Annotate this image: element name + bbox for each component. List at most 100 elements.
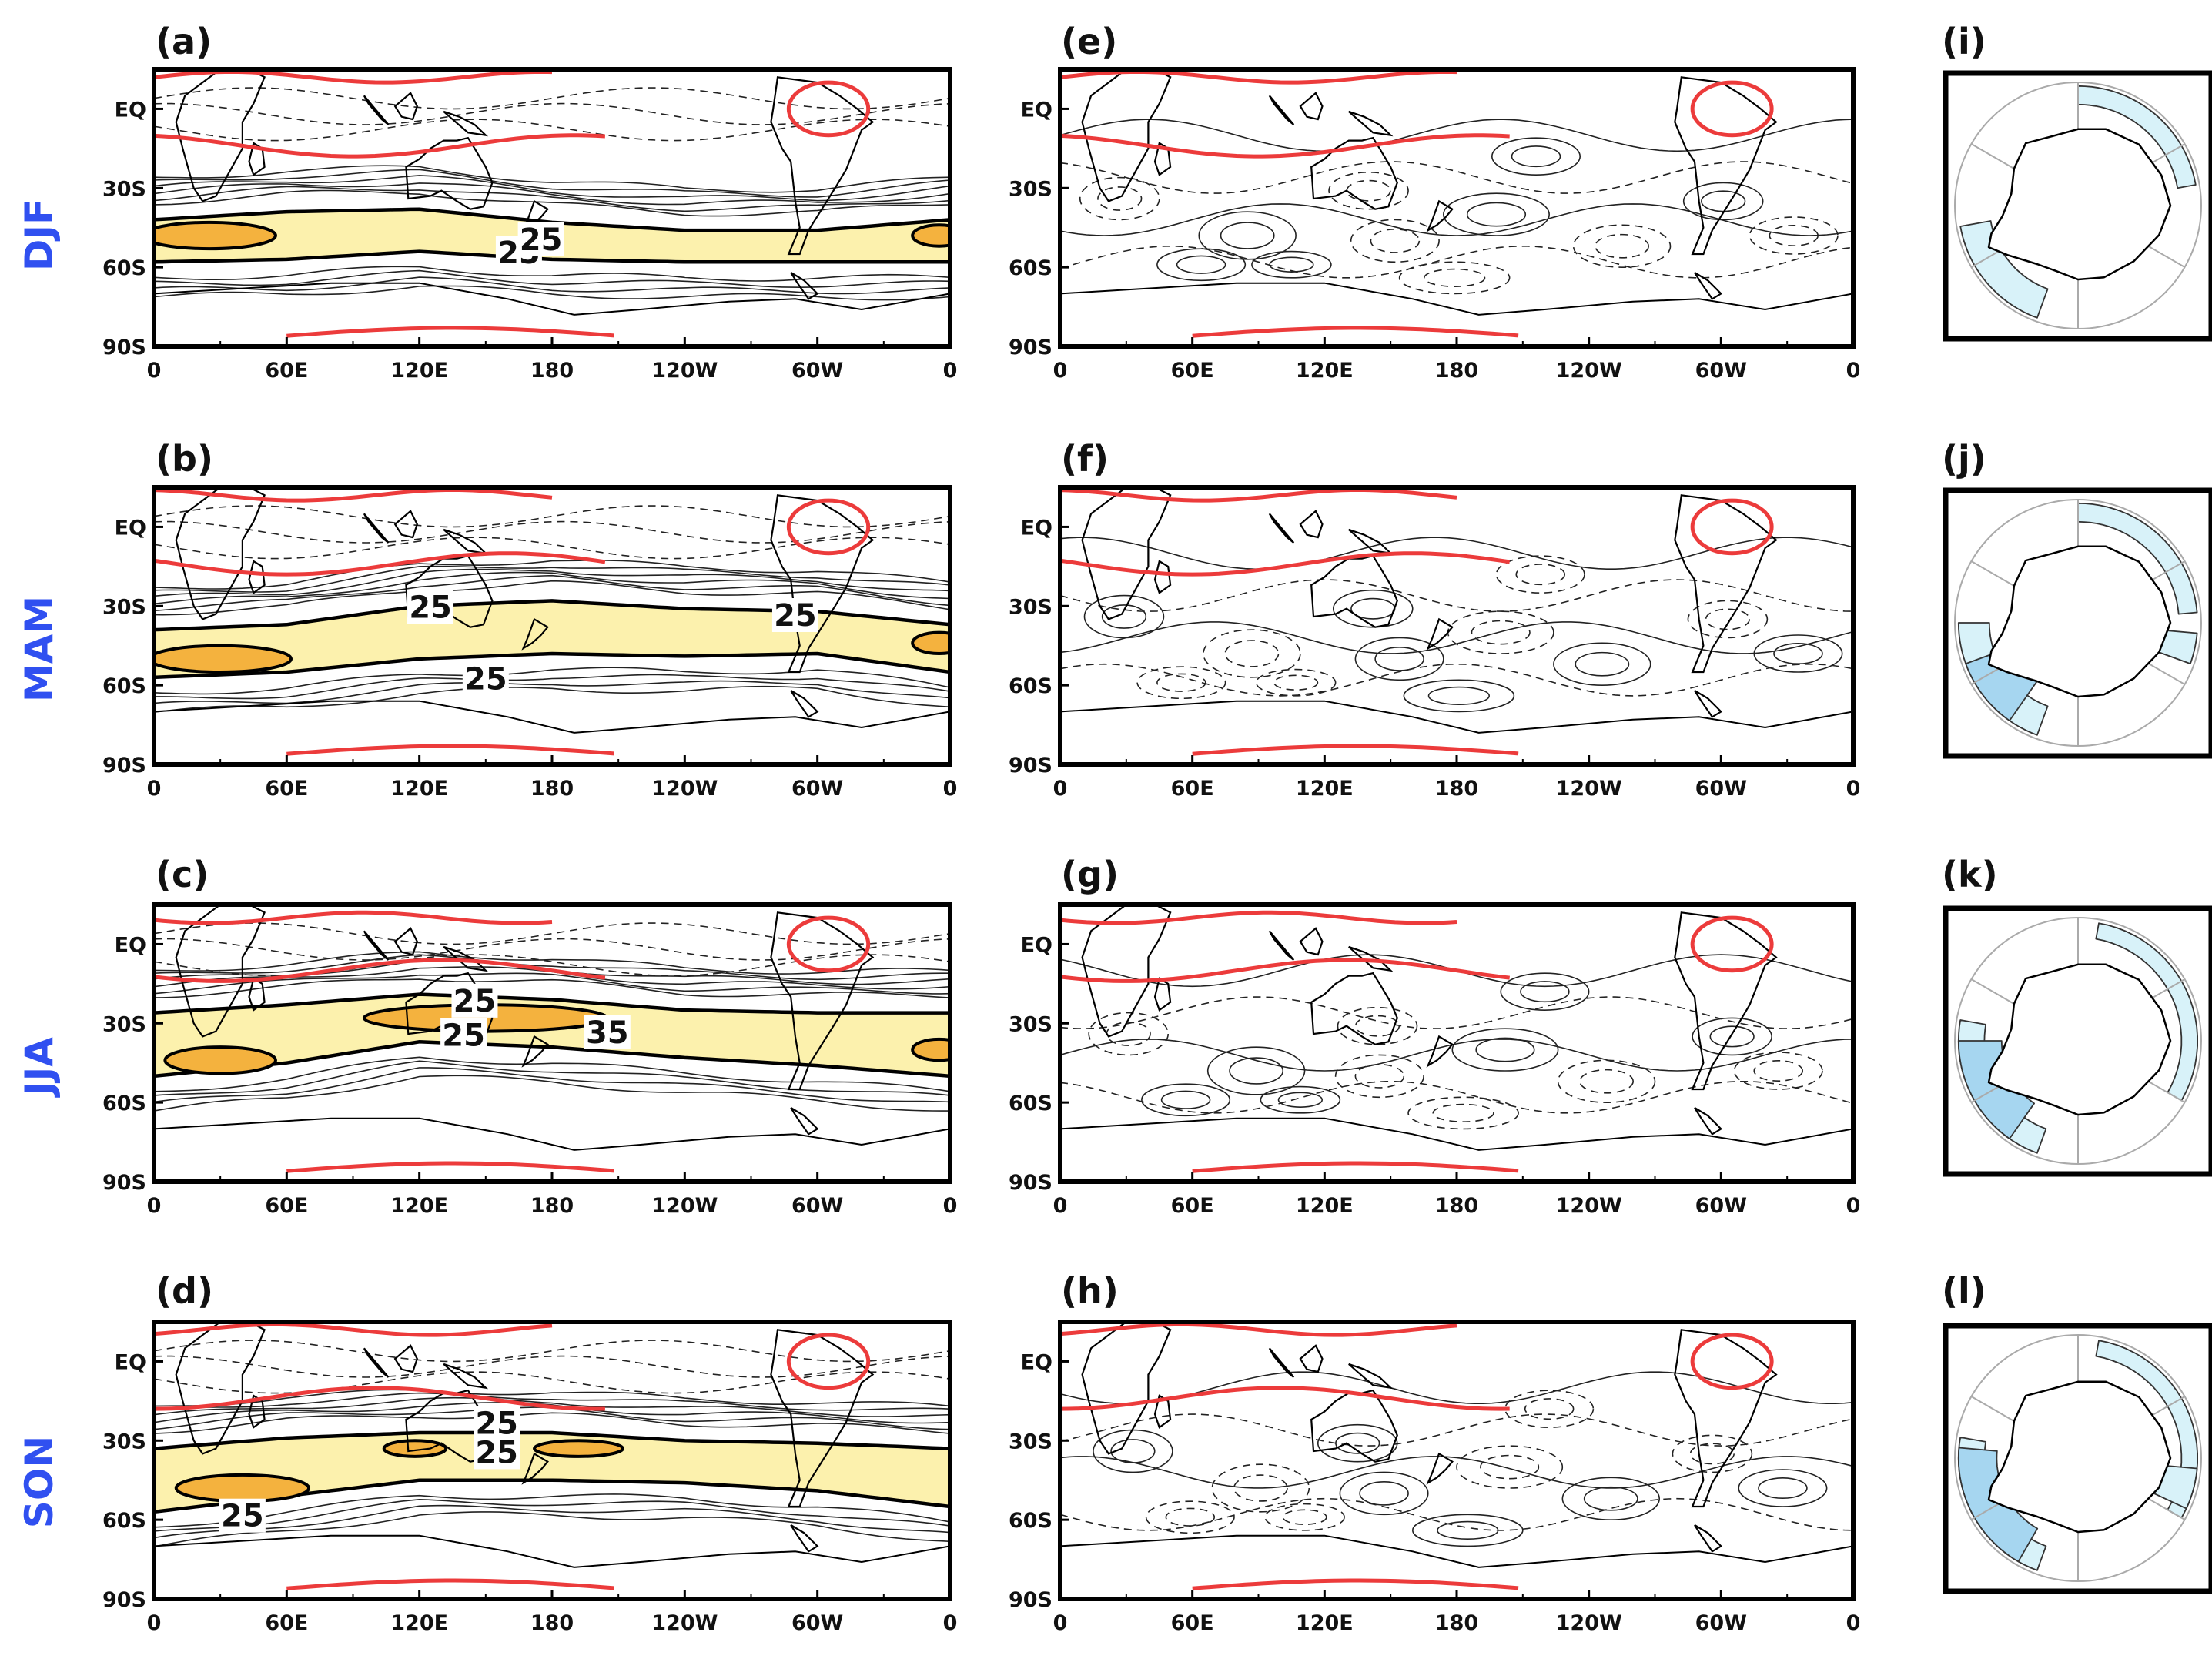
contour-line — [154, 1504, 950, 1539]
contour-label: 25 — [520, 222, 563, 258]
anomaly-contour-negative — [1753, 1060, 1803, 1082]
contour-line — [154, 1396, 950, 1417]
red-contour-south — [1060, 958, 1510, 983]
anomaly-contour-negative — [1398, 261, 1511, 295]
anomaly-contour-negative — [1334, 1054, 1424, 1099]
x-tick-label: 0 — [943, 1194, 958, 1218]
anomaly-contour-negative — [1471, 620, 1531, 645]
anomaly-contour-wave — [1060, 161, 1853, 194]
x-tick-label: 60E — [1171, 359, 1214, 383]
anomaly-contour-negative — [1672, 1434, 1753, 1473]
coastline-samerica — [770, 1329, 875, 1508]
y-tick-label: 60S — [102, 256, 146, 280]
anomaly-contour-wave — [1060, 579, 1853, 612]
x-tick-label: 180 — [530, 1611, 574, 1635]
y-tick-label: 90S — [1009, 1588, 1052, 1612]
anomaly-contour-positive — [1451, 1028, 1559, 1072]
y-tick-label: 30S — [102, 1430, 146, 1453]
red-contour-north — [154, 1322, 553, 1337]
anomaly-contour-negative — [1224, 640, 1280, 667]
axes-g: 0 60E 120E 180 120W 60W 0 EQ 30S 60S 90S — [1009, 933, 1860, 1218]
x-tick-label: 120W — [651, 1611, 718, 1635]
polar-panel-j — [1943, 487, 2212, 759]
axes-b: 0 60E 120E 180 120W 60W 0 EQ 30S 60S 90S — [102, 516, 957, 801]
contour-line — [154, 182, 950, 206]
anomaly-contour-positive — [1773, 643, 1823, 665]
x-tick-label: 60W — [1695, 1611, 1747, 1635]
y-tick-label: 60S — [1009, 674, 1052, 698]
contour-label: 25 — [221, 1499, 264, 1534]
x-tick-label: 120W — [1556, 777, 1622, 801]
x-tick-label: 60E — [265, 1611, 308, 1635]
sea-ice-region-light — [1959, 220, 2049, 319]
x-tick-label: 60W — [791, 1194, 843, 1218]
contour-line — [154, 568, 950, 597]
y-tick-label: 60S — [1009, 256, 1052, 280]
coastline-antarctica — [154, 700, 950, 734]
panel-label-g: (g) — [1061, 854, 1119, 895]
anomaly-contour-negative — [1097, 186, 1143, 211]
map-background — [1060, 69, 1853, 346]
anomaly-contour-wave — [1060, 203, 1853, 236]
red-contour-samerica — [786, 498, 871, 556]
x-tick-label: 180 — [1435, 1194, 1478, 1218]
anomaly-contour-negative — [1282, 1509, 1327, 1525]
coastline-samerica — [1674, 1329, 1778, 1508]
coastline-sumatra — [1268, 1347, 1295, 1378]
contour-line — [154, 1402, 950, 1424]
y-tick-label: 60S — [102, 1092, 146, 1115]
red-contour-polar — [1192, 744, 1519, 756]
coastline-newguinea — [443, 1363, 489, 1390]
coastline-antarctic_penin — [1694, 1524, 1723, 1553]
y-tick-label: 30S — [102, 595, 146, 619]
antarctica-coastline — [1987, 545, 2172, 698]
axes-e: 0 60E 120E 180 120W 60W 0 EQ 30S 60S 90S — [1009, 98, 1860, 383]
coastline-newzealand — [521, 1452, 549, 1485]
x-tick-label: 0 — [1846, 777, 1861, 801]
anomaly-contour-negative — [1156, 673, 1206, 692]
red-contour-south — [154, 1386, 605, 1411]
anomaly-contour-wave — [1060, 246, 1853, 279]
anomaly-contour-positive — [1156, 248, 1247, 282]
contour-label-bg — [474, 1435, 520, 1470]
coastline-samerica — [770, 494, 875, 674]
x-tick-label: 0 — [943, 1611, 958, 1635]
anomaly-contour-negative — [1350, 219, 1440, 263]
anomaly-contour-wave — [1060, 621, 1853, 654]
anomaly-contour-positive — [1692, 1017, 1772, 1056]
x-tick-label: 60E — [1171, 1194, 1214, 1218]
y-tick-label: 60S — [102, 1509, 146, 1533]
jet-core-0 — [154, 220, 277, 251]
anomaly-contour-negative — [1211, 1463, 1310, 1513]
contour-line — [154, 667, 950, 695]
contour-line — [154, 1493, 950, 1528]
contour-line — [154, 1060, 950, 1096]
anomaly-contour-positive — [1206, 1046, 1306, 1095]
contour-line — [154, 186, 950, 212]
coastline-antarctic_penin — [790, 272, 819, 300]
contour-line — [154, 165, 950, 193]
contour-line — [154, 1075, 950, 1112]
anomaly-contour-negative — [1354, 1063, 1405, 1089]
y-tick-label: 30S — [1009, 595, 1052, 619]
coastline-newzealand — [1426, 199, 1454, 232]
y-tick-label: 90S — [102, 336, 146, 360]
anomaly-contour-positive — [1758, 1477, 1808, 1500]
red-contour-polar — [1192, 326, 1519, 338]
x-tick-label: 60E — [1171, 1611, 1214, 1635]
x-tick-label: 0 — [147, 1611, 162, 1635]
map-content-a — [154, 69, 950, 346]
contour-line — [154, 1511, 950, 1547]
anomaly-contour-positive — [1277, 1092, 1323, 1108]
map-content-b — [154, 487, 950, 764]
panel-label-e: (e) — [1061, 21, 1117, 62]
anomaly-contour-positive — [1553, 642, 1651, 686]
contour-label: 35 — [586, 1015, 629, 1051]
jet-core-1 — [382, 1439, 448, 1458]
anomaly-contour-negative — [1145, 1500, 1235, 1534]
x-tick-label: 60E — [265, 1194, 308, 1218]
y-tick-label: EQ — [1021, 98, 1052, 122]
coastline-madagascar — [248, 560, 266, 594]
